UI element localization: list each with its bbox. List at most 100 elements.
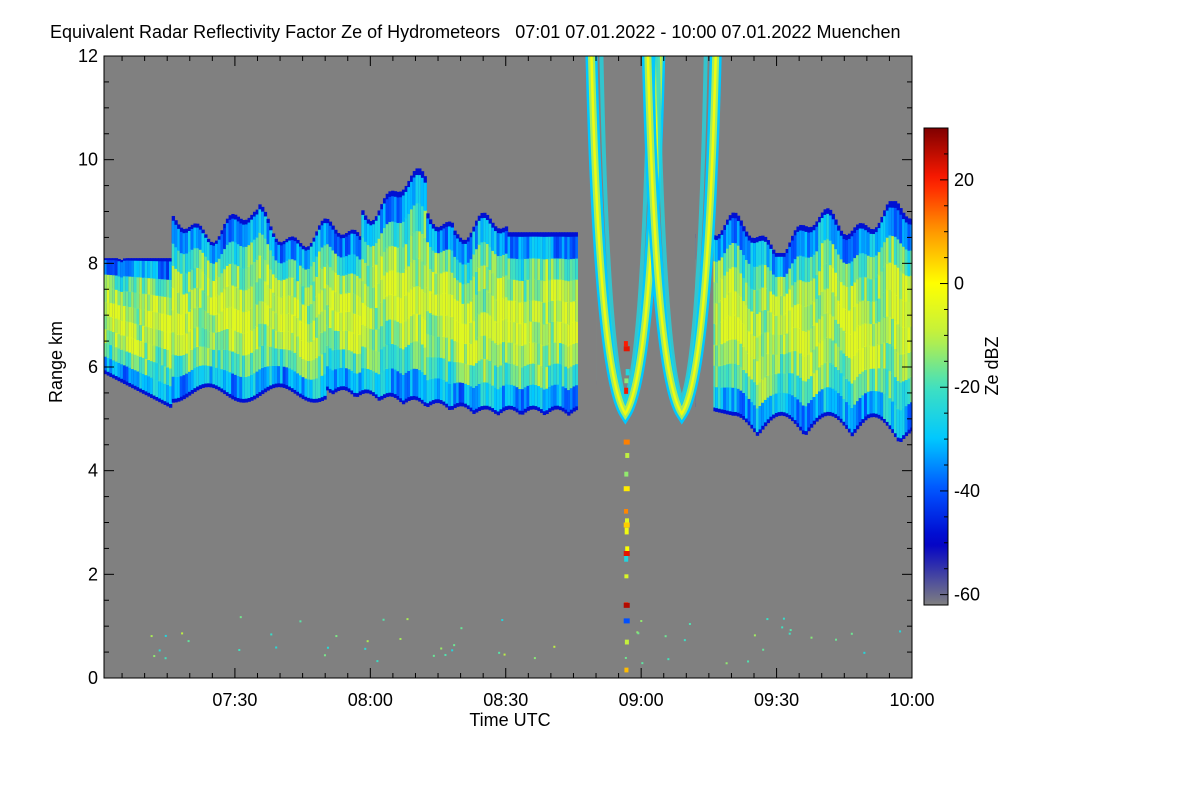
cloud-cell bbox=[734, 266, 738, 292]
cloud-cell bbox=[818, 222, 822, 248]
cloud-cell bbox=[747, 263, 751, 287]
cloud-cell bbox=[899, 214, 903, 244]
cloud-cell bbox=[567, 323, 571, 347]
cloud-cell bbox=[847, 286, 852, 311]
cloud-cell bbox=[847, 309, 852, 335]
cloud-cell bbox=[293, 259, 297, 279]
cloud-cell bbox=[112, 317, 116, 333]
cloud-cell bbox=[858, 300, 863, 326]
cloud-cell bbox=[198, 365, 203, 386]
cloud-cell bbox=[567, 236, 571, 260]
cloud-cell bbox=[572, 258, 576, 281]
cloud-cell bbox=[228, 219, 232, 243]
cloud-cell bbox=[475, 339, 479, 364]
cloud-cell bbox=[288, 276, 292, 296]
cloud-cell bbox=[742, 392, 746, 417]
cloud-cell bbox=[236, 353, 241, 377]
cloud-cell bbox=[155, 294, 159, 313]
cloud-cell bbox=[902, 380, 906, 409]
cloud-cell bbox=[904, 405, 909, 433]
cloud-cell bbox=[845, 332, 849, 357]
cloud-cell bbox=[150, 277, 154, 295]
cloud-cell bbox=[431, 271, 436, 294]
cloud-cell bbox=[772, 293, 776, 315]
cloud-cell bbox=[864, 392, 868, 417]
cloud-cell bbox=[880, 367, 884, 393]
cloud-cell bbox=[534, 278, 538, 301]
cloud-cell bbox=[804, 380, 808, 407]
cloud-cell bbox=[483, 358, 487, 383]
cloud-cell bbox=[117, 275, 121, 291]
cloud-cell bbox=[122, 349, 127, 366]
cloud-cell bbox=[223, 288, 227, 310]
cloud-cell bbox=[345, 348, 349, 369]
cloud-cell bbox=[434, 272, 438, 295]
cloud-cell bbox=[377, 328, 381, 352]
cloud-cell bbox=[244, 224, 249, 247]
cloud-cell bbox=[483, 311, 487, 336]
cloud-cell bbox=[190, 289, 194, 310]
cloud-cell bbox=[223, 308, 227, 330]
cloud-cell bbox=[537, 236, 541, 259]
cloud-cell bbox=[850, 285, 854, 311]
cloud-cell bbox=[415, 285, 419, 314]
cloud-cell bbox=[480, 358, 484, 383]
cloud-cell bbox=[893, 235, 898, 265]
cloud-cell bbox=[147, 310, 151, 328]
cloud-cell bbox=[896, 295, 900, 325]
cloud-cell bbox=[826, 213, 830, 240]
cloud-cell bbox=[820, 388, 825, 414]
cloud-cell bbox=[290, 258, 295, 278]
cloud-cell bbox=[139, 308, 143, 326]
cloud-cell bbox=[726, 247, 730, 272]
noise-pixel bbox=[460, 627, 463, 630]
cloud-cell bbox=[477, 244, 482, 269]
cloud-cell bbox=[758, 405, 762, 430]
cloud-cell bbox=[567, 345, 571, 369]
cloud-cell bbox=[407, 317, 411, 345]
cloud-cell bbox=[190, 248, 194, 270]
cloud-cell bbox=[385, 295, 389, 321]
cloud-cell bbox=[182, 354, 186, 376]
cloud-cell bbox=[160, 261, 165, 280]
cloud-cell bbox=[420, 233, 425, 262]
cloud-cell bbox=[826, 287, 830, 314]
cloud-cell bbox=[769, 311, 773, 334]
cloud-cell bbox=[185, 312, 189, 334]
cloud-cell bbox=[158, 329, 162, 348]
cloud-cell bbox=[717, 323, 722, 346]
cloud-cell bbox=[534, 236, 538, 259]
cloud-cell bbox=[496, 388, 501, 412]
cloud-cell bbox=[742, 323, 746, 348]
cloud-cell bbox=[523, 258, 528, 281]
cloud-cell bbox=[477, 359, 482, 384]
cloud-cell bbox=[163, 313, 167, 332]
cloud-cell bbox=[382, 227, 387, 252]
cloud-cell bbox=[382, 203, 387, 229]
cloud-cell bbox=[112, 302, 116, 318]
cloud-cell bbox=[250, 329, 254, 353]
cloud-cell bbox=[442, 314, 446, 337]
cloud-cell bbox=[504, 274, 509, 298]
cloud-cell bbox=[766, 309, 770, 333]
cloud-cell bbox=[312, 241, 316, 262]
noise-pixels bbox=[150, 616, 902, 665]
cloud-cell bbox=[774, 256, 779, 278]
cloud-cell bbox=[447, 226, 452, 250]
cloud-cell bbox=[769, 332, 773, 355]
cloud-cell bbox=[847, 238, 852, 264]
cloud-cell bbox=[831, 219, 835, 245]
cloud-cell bbox=[179, 252, 184, 274]
cloud-cell bbox=[780, 276, 784, 297]
cloud-cell bbox=[447, 338, 452, 362]
cloud-cell bbox=[755, 407, 760, 433]
cloud-cell bbox=[342, 348, 346, 368]
cloud-cell bbox=[396, 321, 400, 347]
cloud-cell bbox=[567, 302, 571, 325]
cloud-cell bbox=[358, 315, 362, 335]
cloud-cell bbox=[777, 392, 781, 413]
cloud-cell bbox=[531, 320, 536, 343]
cloud-cell bbox=[726, 271, 730, 295]
cloud-cell bbox=[731, 218, 735, 244]
cloud-cell bbox=[296, 354, 300, 374]
